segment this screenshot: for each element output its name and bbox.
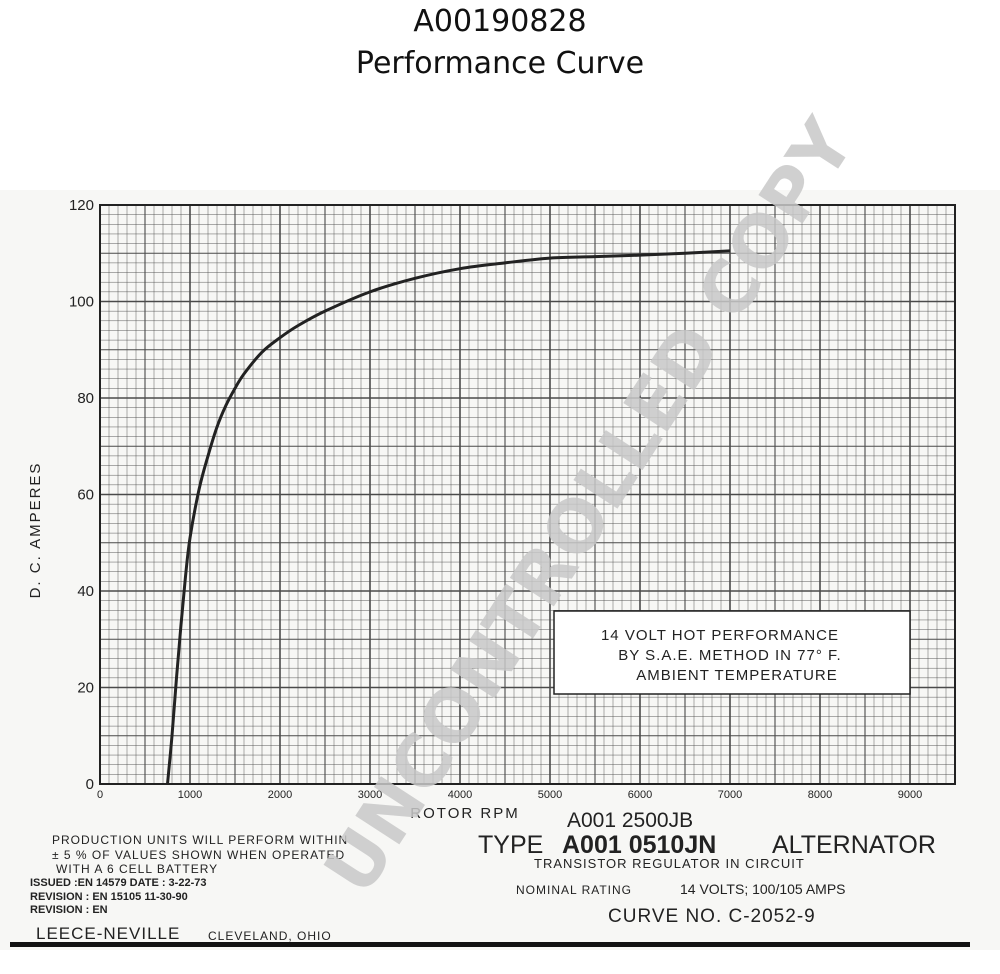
- y-tick-label: 120: [69, 197, 94, 214]
- tick-labels: 0 1000 2000 3000 4000 5000 6000 7000 8000 9000 0 20…: [69, 197, 922, 801]
- y-tick-label: 20: [77, 680, 94, 697]
- issued-line: ISSUED :EN 14579 DATE : 3-22-73: [30, 877, 206, 889]
- x-tick-label: 3000: [358, 789, 382, 801]
- chart-subtitle: Performance Curve: [355, 46, 645, 81]
- company-name: LEECE-NEVILLE: [36, 924, 180, 943]
- y-tick-label: 0: [86, 776, 94, 793]
- y-axis-label: D. C. AMPERES: [27, 462, 44, 599]
- production-note-3: WITH A 6 CELL BATTERY: [56, 862, 218, 876]
- y-tick-label: 40: [77, 583, 94, 600]
- x-tick-label: 7000: [718, 789, 742, 801]
- scan-background: [0, 190, 1000, 950]
- amperes-curve: [166, 249, 731, 785]
- x-tick-label: 9000: [898, 789, 922, 801]
- company-city: CLEVELAND, OHIO: [208, 929, 332, 943]
- x-tick-label: 2000: [268, 789, 292, 801]
- rating-label: NOMINAL RATING: [516, 883, 632, 897]
- alt-model-number: A001 2500JB: [567, 809, 693, 832]
- x-tick-label: 0: [97, 789, 103, 801]
- rating-value: 14 VOLTS; 100/105 AMPS: [680, 881, 846, 897]
- conditions-line-3: AMBIENT TEMPERATURE: [636, 667, 838, 684]
- curve-number: CURVE NO. C-2052-9: [608, 906, 816, 927]
- x-tick-label: 8000: [808, 789, 832, 801]
- production-note-1: PRODUCTION UNITS WILL PERFORM WITHIN: [52, 833, 348, 847]
- x-tick-label: 4000: [448, 789, 472, 801]
- type-suffix: ALTERNATOR: [772, 831, 936, 859]
- conditions-box: [553, 610, 911, 695]
- revision-line-1: REVISION : EN 15105 11-30-90: [30, 891, 188, 903]
- x-axis-label: ROTOR RPM: [410, 805, 519, 822]
- x-tick-label: 1000: [178, 789, 202, 801]
- bottom-rule: [10, 942, 970, 947]
- y-tick-label: 80: [77, 390, 94, 407]
- revision-line-2: REVISION : EN: [30, 904, 108, 916]
- conditions-line-1: 14 VOLT HOT PERFORMANCE: [601, 627, 839, 644]
- conditions-line-2: BY S.A.E. METHOD IN 77° F.: [618, 647, 841, 664]
- x-tick-label: 5000: [538, 789, 562, 801]
- y-tick-label: 100: [69, 294, 94, 311]
- plot-frame: [99, 204, 956, 785]
- type-model-number: A001 0510JN: [562, 831, 716, 859]
- x-tick-label: 6000: [628, 789, 652, 801]
- type-prefix: TYPE: [478, 831, 543, 859]
- production-note-2: ± 5 % OF VALUES SHOWN WHEN OPERATED: [52, 848, 345, 862]
- part-number-title: A00190828: [413, 4, 587, 39]
- regulator-note: TRANSISTOR REGULATOR IN CIRCUIT: [534, 856, 805, 871]
- y-tick-label: 60: [77, 487, 94, 504]
